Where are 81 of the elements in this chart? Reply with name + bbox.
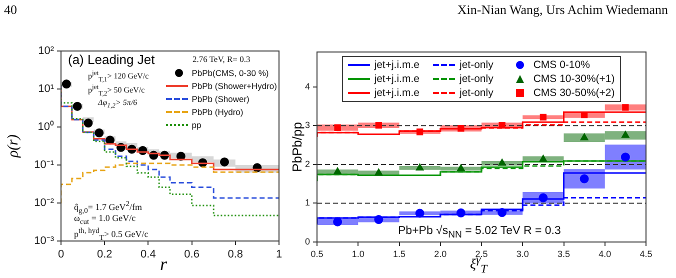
- point: [538, 193, 548, 202]
- y-tick-label: 4: [304, 81, 310, 92]
- annotation: Δφ$_{1,2}$> 5π/6: [98, 98, 138, 110]
- y-axis-title: PbPb/pp: [290, 122, 304, 172]
- x-tick-label: 3.0: [516, 248, 529, 259]
- point: [416, 163, 424, 170]
- point: [415, 208, 424, 218]
- x-tick-label: 0.8: [228, 248, 244, 261]
- point: [333, 217, 342, 226]
- y-tick-label: 10⁻¹: [34, 159, 54, 172]
- y-tick-label: 2: [304, 158, 310, 169]
- text: 40: [4, 2, 17, 18]
- legend-label: CMS 30-50%(+2): [533, 87, 615, 99]
- point: [374, 168, 383, 176]
- point: [622, 104, 629, 111]
- legend-label: jet-only: [459, 73, 494, 85]
- x-tick-label: 4.0: [598, 248, 612, 259]
- x-axis-title: r: [160, 254, 168, 275]
- point: [94, 128, 104, 138]
- y-tick-label: 3: [304, 120, 310, 130]
- y-tick-label: 10²: [38, 45, 54, 58]
- point: [334, 124, 341, 131]
- point: [540, 114, 547, 120]
- point: [416, 128, 424, 136]
- legend-label: PbPb (Shower+Hydro): [192, 80, 277, 92]
- point: [498, 208, 507, 218]
- point: [620, 152, 630, 162]
- point: [375, 122, 382, 129]
- annotation: q̂$_{g,0}$= 1.7 GeV$^{2}$/fm: [74, 199, 142, 215]
- legend-label: jet-only: [459, 59, 494, 71]
- x-tick-label: 2.0: [434, 248, 447, 259]
- x-tick-label: 1.5: [392, 248, 406, 259]
- x-tick-label: 0.6: [184, 248, 200, 261]
- point: [621, 130, 630, 138]
- point: [456, 208, 466, 218]
- x-tick-label: 0.4: [140, 248, 156, 261]
- legend-label: pp: [192, 119, 202, 131]
- point: [580, 133, 588, 140]
- point: [334, 167, 342, 174]
- point: [220, 157, 229, 166]
- x-tick-label: 1.0: [352, 248, 364, 259]
- x-tick-label: 2.5: [475, 248, 488, 259]
- point: [374, 215, 384, 224]
- x-tick-label: 0.5: [310, 248, 324, 259]
- point: [498, 158, 506, 166]
- annotation: p$^{jet}$$_{T,2}$> 50 GeV/c: [88, 84, 145, 98]
- point: [72, 102, 82, 111]
- annotation: p$^{jet}$$_{T,1}$> 120 GeV/c: [88, 70, 149, 84]
- y-tick-label: 10⁰: [38, 120, 54, 134]
- legend-label: CMS 0-10%: [533, 59, 590, 71]
- legend-label: jet-only: [459, 87, 494, 99]
- y-tick-label: 10¹: [38, 83, 54, 96]
- point: [84, 118, 93, 128]
- legend-label: CMS 10-30%(+1): [533, 73, 615, 85]
- point: [456, 164, 465, 172]
- point: [62, 80, 71, 89]
- x-tick-label: 0.2: [96, 248, 112, 261]
- point: [539, 154, 548, 162]
- chart-title: (a) Leading Jet: [68, 52, 155, 67]
- x-tick-label: 3.5: [557, 248, 570, 259]
- x-tick-label: 0: [58, 248, 64, 261]
- y-tick-label: 0: [304, 236, 310, 246]
- y-tick-label: 10⁻²: [34, 197, 54, 210]
- legend-label: jet+j.i.m.e: [374, 59, 420, 71]
- text: Xin-Nian Wang, Urs Achim Wiedemann: [457, 2, 668, 18]
- legend-label: PbPb(CMS, 0-30 %): [192, 67, 269, 79]
- legend-label: jet+j.i.m.e: [374, 87, 420, 99]
- annotation: p$^{th, hyd}$$_{T}$> 0.5 GeV/c: [74, 226, 148, 242]
- point: [580, 174, 589, 184]
- x-tick-label: 4.5: [640, 248, 652, 259]
- legend-label: PbPb (Shower): [192, 93, 250, 105]
- y-tick-label: 1: [304, 198, 310, 208]
- y-axis-title: ρ(r): [6, 134, 22, 158]
- annotation: Pb+Pb √s$_{NN}$ = 5.02 TeV R = 0.3: [398, 225, 561, 240]
- legend-label: jet+j.i.m.e: [374, 73, 420, 85]
- point: [458, 125, 464, 132]
- point: [498, 122, 506, 129]
- x-tick-label: 1: [276, 248, 282, 261]
- legend-label: PbPb (Hydro): [192, 106, 244, 118]
- legend-title: 2.76 TeV, R= 0.3: [191, 54, 252, 64]
- y-tick-label: 10⁻³: [34, 235, 54, 248]
